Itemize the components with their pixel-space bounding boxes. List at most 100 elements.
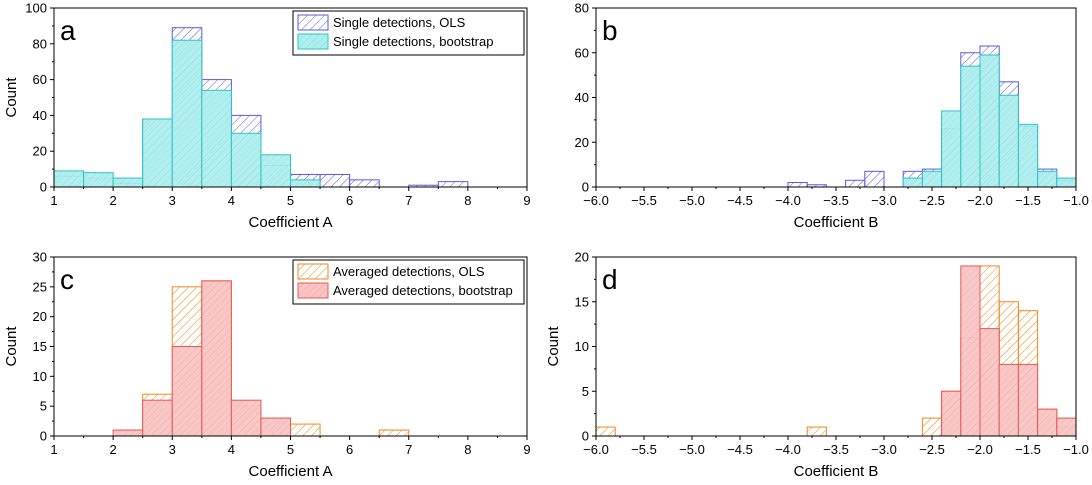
x-tick-label: 5 [287,442,294,457]
y-tick-label: 5 [40,399,47,414]
y-tick-label: 40 [575,90,589,105]
x-tick-label: 7 [405,442,412,457]
y-tick-label: 60 [575,45,589,60]
y-tick-label: 20 [575,250,589,265]
y-tick-label: 10 [33,369,47,384]
y-axis-label: Count [3,77,20,118]
x-tick-label: 4 [228,442,235,457]
bar-bootstrap-2 [171,346,203,437]
x-tick-label: −3.5 [823,442,849,457]
y-tick-label: 30 [33,250,47,265]
bar-bootstrap-5 [1037,408,1058,437]
bar-bootstrap-1 [960,265,981,437]
legend-swatch [297,263,329,280]
bar-bootstrap-5 [998,94,1019,188]
bar-ols-6 [378,429,410,437]
bar-bootstrap-2 [112,177,144,188]
x-tick-label: −6.0 [583,442,609,457]
y-tick-label: 20 [33,309,47,324]
panel-c: 1 2 3 4 5 6 7 8 9 0 5 10 15 20 25 30 Coefficient A Count c… [3,250,531,481]
bar-bootstrap-1 [921,170,943,188]
x-tick-label: −1.5 [1015,193,1041,208]
legend-entry: Single detections, bootstrap [333,34,493,49]
x-tick-label: 3 [169,193,176,208]
legend-box [292,10,525,56]
legend-swatch [297,282,329,299]
y-tick-label: 0 [582,180,589,195]
y-tick-label: 60 [33,72,47,87]
bar-ols-5 [290,423,321,437]
x-tick-label: −1.5 [1015,442,1041,457]
x-tick-label: −5.5 [631,442,657,457]
y-tick-label: 15 [33,339,47,354]
x-tick-label: −5.0 [679,442,705,457]
x-tick-label: −2.0 [967,442,993,457]
y-tick-label: 0 [40,180,47,195]
x-tick-label: −5.0 [679,193,705,208]
x-tick-label: −4.0 [775,193,801,208]
x-tick-label: 8 [464,442,471,457]
y-tick-label: 20 [33,144,47,159]
x-tick-label: 7 [405,193,412,208]
x-tick-label: −3.0 [871,193,897,208]
bar-ols-1 [806,426,827,437]
bar-bootstrap-3 [142,118,173,188]
x-tick-label: 6 [346,442,353,457]
x-axis-label: Coefficient A [249,463,333,480]
legend-entry: Averaged detections, OLS [333,264,485,279]
x-tick-label: −6.0 [583,193,609,208]
y-tick-label: 5 [582,384,589,399]
bar-ols-0 [595,426,616,437]
y-tick-label: 10 [575,339,589,354]
x-tick-label: 8 [464,193,471,208]
panel-b: −6.0 −5.5 −5.0 −4.5 −4.0 −3.5 −3.0 −2.5 −2.0 −1.5… [575,1,1089,232]
panel-d: −6.0 −5.5 −5.0 −4.5 −4.0 −3.5 −3.0 −2.5 −2.0 −1.5… [545,250,1089,481]
y-axis-label: Count [3,326,20,367]
bar-bootstrap-1 [83,172,114,188]
y-tick-label: 25 [33,279,47,294]
x-tick-label: 1 [50,193,57,208]
bar-bootstrap-5 [201,89,232,188]
panel-label: c [60,264,74,295]
bar-bootstrap-8 [1056,177,1077,188]
bar-ols-0 [787,182,808,188]
x-tick-label: −1.0 [1063,442,1089,457]
panel-a: 1 2 3 4 5 6 7 8 9 0 20 40 60 80 100 Coefficient A Count a… [3,1,531,232]
bar-bootstrap-3 [960,65,981,188]
x-tick-label: 6 [346,193,353,208]
bar-bootstrap-7 [260,154,291,188]
x-tick-label: 3 [169,442,176,457]
x-axis-label: Coefficient B [794,214,879,231]
bar-bootstrap-4 [979,54,1000,188]
panel-label: a [60,15,76,46]
bar-bootstrap-1 [142,399,173,437]
bar-bootstrap-2 [941,110,962,188]
legend-swatch [297,33,329,50]
bar-ols-10 [349,179,380,188]
panel-label: b [602,15,618,46]
x-tick-label: 1 [50,442,57,457]
bar-bootstrap-6 [230,132,262,188]
panel-label: d [602,264,618,295]
legend-entry: Averaged detections, bootstrap [333,283,513,298]
bar-bootstrap-4 [171,39,203,188]
y-axis-label: Count [545,326,562,367]
x-tick-label: 9 [523,193,530,208]
x-tick-label: −1.0 [1063,193,1089,208]
y-tick-label: 100 [25,1,47,16]
y-tick-label: 0 [40,429,47,444]
x-tick-label: −2.5 [919,442,945,457]
x-tick-label: 9 [523,442,530,457]
y-tick-label: 20 [575,135,589,150]
bar-ols-12 [437,181,469,188]
x-tick-label: 2 [110,193,117,208]
x-tick-label: −4.0 [775,442,801,457]
bar-bootstrap-0 [941,390,962,437]
x-tick-label: 2 [110,442,117,457]
bar-bootstrap-0 [112,429,144,437]
bar-ols-3 [864,170,885,188]
x-tick-label: 4 [228,193,235,208]
bar-bootstrap-6 [1017,123,1039,188]
bar-bootstrap-2 [979,328,1000,437]
